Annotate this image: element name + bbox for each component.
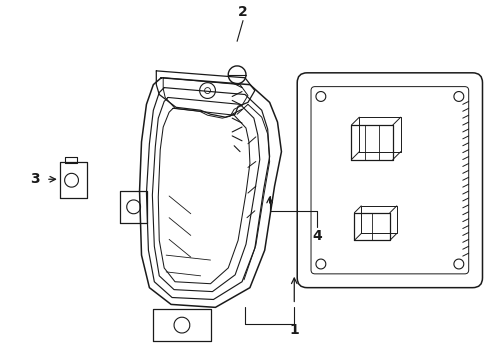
Text: 3: 3 <box>30 172 40 186</box>
Text: 1: 1 <box>289 323 299 337</box>
Text: 4: 4 <box>311 229 321 243</box>
Text: 2: 2 <box>238 5 247 19</box>
